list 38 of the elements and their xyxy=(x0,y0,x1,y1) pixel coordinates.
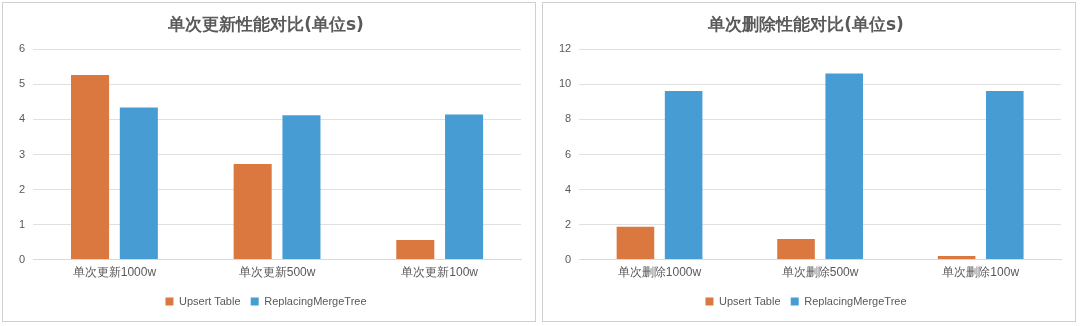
chart-title: 单次删除性能对比(单位s) xyxy=(707,13,904,34)
bar xyxy=(119,107,158,260)
y-tick-label: 6 xyxy=(565,147,572,160)
legend-label: ReplacingMergeTree xyxy=(264,294,367,307)
y-tick-label: 12 xyxy=(558,42,572,55)
legend-label: ReplacingMergeTree xyxy=(804,294,907,307)
y-tick-label: 10 xyxy=(558,77,572,90)
bar xyxy=(986,91,1024,260)
legend-label: Upsert Table xyxy=(718,294,781,307)
y-tick-label: 0 xyxy=(18,252,26,265)
bar xyxy=(396,239,435,260)
y-tick-label: 5 xyxy=(18,77,26,90)
x-tick-label: 单次删除1000w xyxy=(617,265,702,280)
y-tick-label: 1 xyxy=(18,217,26,230)
bar xyxy=(616,226,655,260)
y-tick-label: 4 xyxy=(565,182,572,195)
chart-title: 单次更新性能对比(单位s) xyxy=(167,13,364,34)
bar xyxy=(937,256,976,260)
bar xyxy=(664,91,703,260)
y-tick-label: 6 xyxy=(18,42,26,55)
x-tick-label: 单次更新1000w xyxy=(72,265,157,280)
bar xyxy=(233,163,272,260)
x-tick-label: 单次更新100w xyxy=(401,265,479,280)
bar xyxy=(825,73,863,260)
x-tick-label: 单次更新500w xyxy=(238,265,316,280)
y-tick-label: 4 xyxy=(18,112,26,125)
bar xyxy=(282,115,321,260)
y-tick-label: 2 xyxy=(18,182,26,195)
x-tick-label: 单次删除500w xyxy=(781,265,859,280)
bar xyxy=(445,114,484,260)
legend-label: Upsert Table xyxy=(178,294,241,307)
bar xyxy=(777,238,815,260)
y-tick-label: 0 xyxy=(565,252,572,265)
y-tick-label: 2 xyxy=(565,217,572,230)
x-tick-label: 单次删除100w xyxy=(942,265,1020,280)
y-tick-label: 8 xyxy=(565,112,572,125)
bar xyxy=(71,74,110,260)
y-tick-label: 3 xyxy=(18,147,26,160)
